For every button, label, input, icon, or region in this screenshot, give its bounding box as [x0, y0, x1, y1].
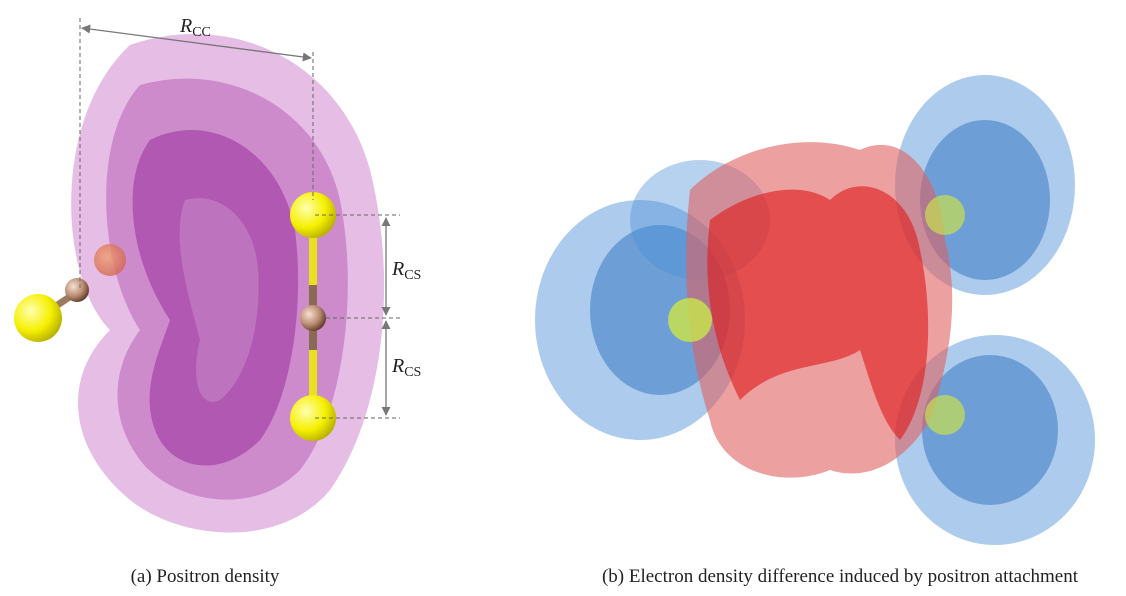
panel-a: RCC RCS RCS (a) Positron density	[14, 15, 421, 587]
caption: (a) Positron density	[131, 566, 280, 587]
label-subscript: CC	[192, 25, 211, 40]
caption: (b) Electron density difference induced …	[602, 566, 1079, 587]
figure: RCC RCS RCS (a) Positron density (b) Ele…	[0, 0, 1126, 591]
atom	[65, 278, 89, 302]
label-symbol: R	[179, 15, 192, 37]
label: RCS	[391, 355, 421, 380]
page: RCC RCS RCS (a) Positron density (b) Ele…	[0, 0, 1126, 591]
label-symbol: R	[391, 355, 404, 377]
label-subscript: CS	[404, 365, 421, 380]
panel-b: (b) Electron density difference induced …	[535, 75, 1095, 587]
atom	[925, 195, 965, 235]
label: RCC	[179, 15, 211, 40]
label-symbol: R	[391, 258, 404, 280]
atom	[14, 294, 62, 342]
atom	[300, 305, 326, 331]
label-subscript: CS	[404, 268, 421, 283]
atom	[668, 298, 712, 342]
label: RCS	[391, 258, 421, 283]
atom	[925, 395, 965, 435]
atom	[94, 244, 126, 276]
